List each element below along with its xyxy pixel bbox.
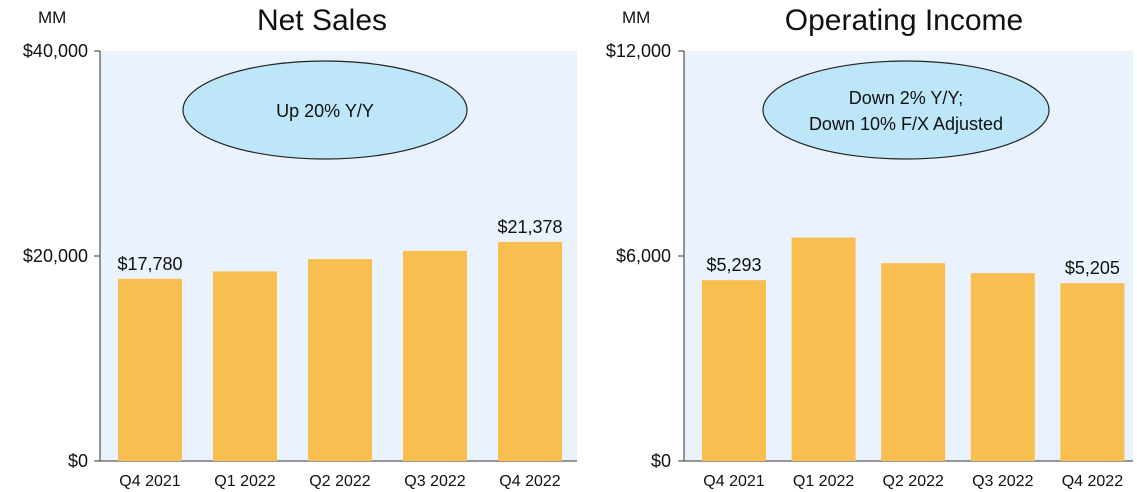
bar [308,259,372,461]
callout-text: Down 10% F/X Adjusted [809,114,1003,134]
y-tick-label: $40,000 [23,41,88,61]
bar [118,278,182,461]
callout-text: Down 2% Y/Y; [849,88,964,108]
data-label: $5,293 [706,255,761,275]
x-tick-label: Q4 2022 [499,473,560,490]
data-label: $17,780 [117,254,182,274]
chart-2: MM Operating Income $0 $6,000 $12,000 Q4 2021… [606,4,1133,490]
x-tick-label: Q4 2022 [1062,473,1123,490]
bar [970,273,1035,461]
x-tick-label: Q4 2021 [703,473,764,490]
unit-label: MM [622,8,650,27]
callout-ellipse [182,60,468,160]
bar [403,250,467,461]
bar [791,237,856,461]
x-tick-label: Q1 2022 [793,473,854,490]
chart-title: Net Sales [257,4,387,37]
bar [1060,283,1125,461]
bar [213,271,277,461]
bar [881,263,946,461]
x-tick-label: Q4 2021 [119,473,180,490]
y-tick-label: $12,000 [606,41,671,61]
unit-label: MM [38,8,66,27]
x-tick-label: Q1 2022 [214,473,275,490]
x-tick-label: Q2 2022 [883,473,944,490]
bar [498,241,562,461]
y-tick-label: $20,000 [23,246,88,266]
x-tick-label: Q2 2022 [309,473,370,490]
callout-ellipse [762,60,1050,160]
y-tick-label: $0 [651,451,671,471]
y-tick-label: $0 [68,451,88,471]
y-tick-label: $6,000 [616,246,671,266]
x-tick-label: Q3 2022 [404,473,465,490]
chart-1: MM Net Sales $0 $20,000 $40,000 Q4 2021 $17,78… [23,4,577,490]
data-label: $21,378 [497,217,562,237]
chart-title: Operating Income [785,4,1023,37]
x-tick-label: Q3 2022 [972,473,1033,490]
bar [702,280,766,461]
data-label: $5,205 [1065,258,1120,278]
callout-text: Up 20% Y/Y [276,101,374,121]
